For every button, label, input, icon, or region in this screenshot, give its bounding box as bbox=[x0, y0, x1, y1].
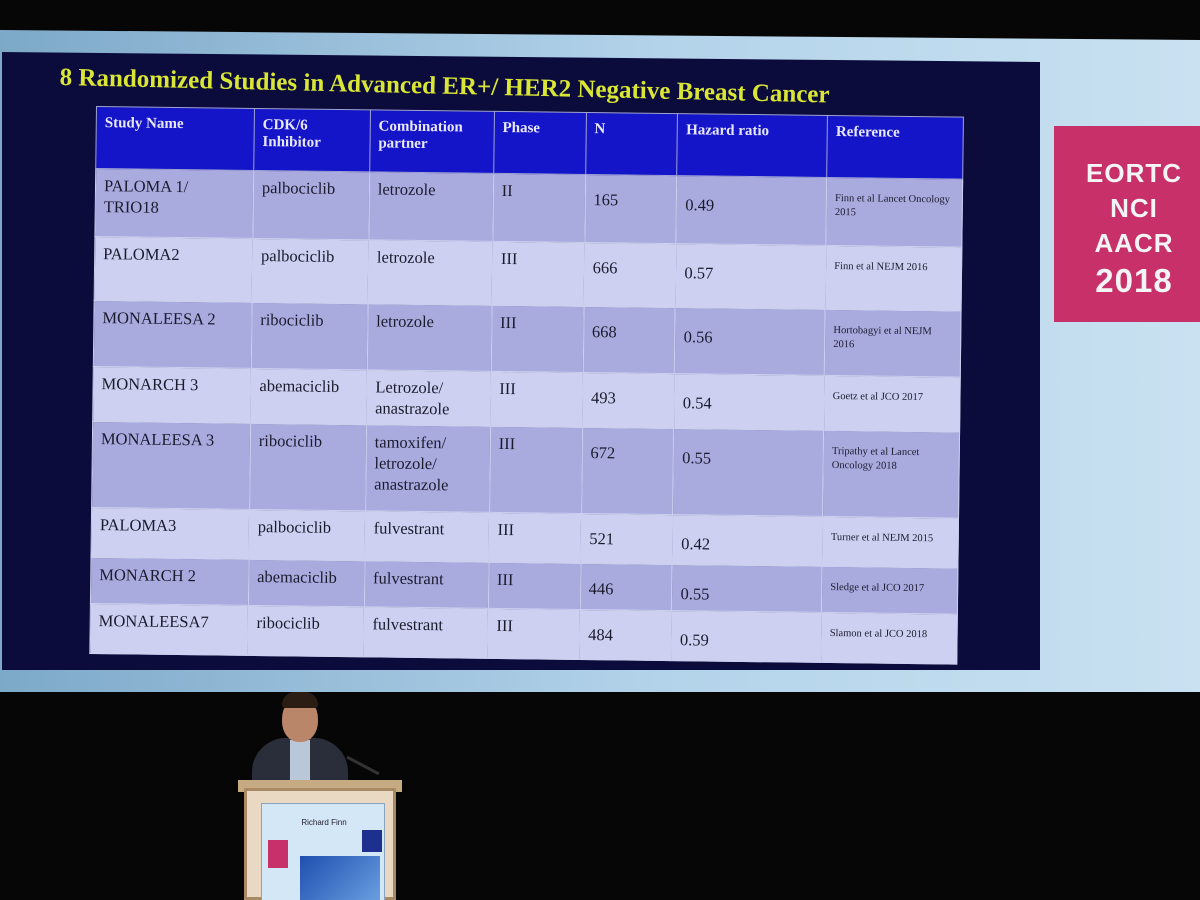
table-row: PALOMA 1/ TRIO18 palbociclib letrozole II 16… bbox=[94, 168, 963, 248]
phase-cell: III bbox=[491, 305, 584, 373]
reference-cell: Goetz et al JCO 2017 bbox=[823, 375, 961, 433]
column-header-study-name: Study Name bbox=[95, 106, 255, 171]
hazard-ratio-cell: 0.42 bbox=[672, 514, 823, 567]
inhibitor-cell: palbociclib bbox=[252, 170, 370, 240]
column-header-inhibitor: CDK/6 Inhibitor bbox=[253, 108, 371, 172]
table-body: PALOMA 1/ TRIO18 palbociclib letrozole II 16… bbox=[89, 168, 963, 665]
inhibitor-cell: ribociclib bbox=[251, 302, 368, 370]
podium-logo bbox=[268, 840, 288, 868]
n-cell: 165 bbox=[584, 174, 678, 244]
logo-line-eortc: EORTC bbox=[1086, 158, 1182, 188]
n-cell: 484 bbox=[579, 609, 672, 661]
podium-decor-square bbox=[362, 830, 382, 852]
reference-cell: Finn et al NEJM 2016 bbox=[825, 245, 962, 312]
table-row: MONALEESA 3 ribociclib tamoxifen/ letrozol… bbox=[91, 421, 960, 519]
phase-cell: III bbox=[488, 562, 581, 610]
study-name-cell: MONALEESA 2 bbox=[93, 300, 253, 369]
table-row: PALOMA2 palbociclib letrozole III 666 0.57 Fin… bbox=[94, 236, 962, 312]
partner-cell: fulvestrant bbox=[363, 606, 489, 659]
logo-line-year: 2018 bbox=[1095, 262, 1173, 299]
speaker-shirt bbox=[290, 740, 310, 780]
podium-banner: Richard Finn bbox=[261, 803, 385, 900]
column-header-n: N bbox=[585, 112, 678, 176]
hazard-ratio-cell: 0.54 bbox=[674, 373, 825, 431]
column-header-partner: Combination partner bbox=[369, 109, 495, 174]
inhibitor-cell: abemaciclib bbox=[250, 368, 368, 425]
podium: Richard Finn bbox=[244, 788, 396, 900]
n-cell: 668 bbox=[582, 306, 676, 374]
study-name-cell: PALOMA 1/ TRIO18 bbox=[94, 168, 254, 239]
partner-cell: letrozole bbox=[368, 171, 494, 242]
study-name-cell: MONALEESA 3 bbox=[91, 421, 251, 510]
reference-cell: Slamon et al JCO 2018 bbox=[820, 612, 958, 665]
phase-cell: III bbox=[491, 241, 585, 307]
partner-cell: letrozole bbox=[367, 239, 493, 306]
reference-cell: Tripathy et al Lancet Oncology 2018 bbox=[822, 430, 960, 519]
inhibitor-cell: palbociclib bbox=[248, 509, 366, 561]
reference-cell: Sledge et al JCO 2017 bbox=[821, 566, 958, 615]
studies-table: Study Name CDK/6 Inhibitor Combination p… bbox=[89, 106, 964, 665]
logo-line-nci: NCI bbox=[1110, 193, 1158, 223]
column-header-hazard-ratio: Hazard ratio bbox=[677, 113, 828, 178]
partner-cell: Letrozole/ anastrazole bbox=[366, 369, 492, 427]
partner-cell: letrozole bbox=[367, 303, 492, 372]
phase-cell: III bbox=[489, 426, 583, 514]
study-name-cell: PALOMA2 bbox=[94, 236, 253, 303]
study-name-cell: MONALEESA7 bbox=[89, 603, 249, 656]
table-row: MONALEESA7 ribociclib fulvestrant III 484 0.5… bbox=[89, 603, 958, 665]
n-cell: 521 bbox=[580, 513, 673, 565]
partner-cell: fulvestrant bbox=[364, 560, 489, 609]
hazard-ratio-cell: 0.55 bbox=[672, 428, 824, 517]
reference-cell: Hortobagyi et al NEJM 2016 bbox=[824, 309, 962, 378]
n-cell: 446 bbox=[579, 563, 673, 611]
n-cell: 493 bbox=[582, 372, 675, 429]
study-name-cell: PALOMA3 bbox=[90, 507, 250, 560]
inhibitor-cell: abemaciclib bbox=[248, 559, 365, 607]
table-header-row: Study Name CDK/6 Inhibitor Combination p… bbox=[95, 106, 964, 180]
phase-cell: III bbox=[490, 371, 583, 428]
hazard-ratio-cell: 0.49 bbox=[676, 175, 827, 246]
n-cell: 666 bbox=[583, 242, 677, 308]
inhibitor-cell: ribociclib bbox=[249, 423, 367, 511]
hazard-ratio-cell: 0.56 bbox=[674, 307, 826, 376]
column-header-reference: Reference bbox=[826, 115, 964, 180]
podium-decor-gradient bbox=[300, 856, 380, 900]
hazard-ratio-cell: 0.57 bbox=[675, 243, 826, 310]
inhibitor-cell: palbociclib bbox=[252, 238, 369, 304]
partner-cell: tamoxifen/ letrozole/ anastrazole bbox=[365, 424, 491, 513]
partner-cell: fulvestrant bbox=[364, 510, 490, 563]
phase-cell: III bbox=[488, 512, 582, 564]
speaker-hair bbox=[282, 692, 318, 708]
phase-cell: II bbox=[492, 173, 586, 243]
phase-cell: III bbox=[487, 608, 580, 660]
studies-table-container: Study Name CDK/6 Inhibitor Combination p… bbox=[89, 106, 964, 665]
podium-speaker-name: Richard Finn bbox=[301, 818, 347, 827]
n-cell: 672 bbox=[581, 427, 675, 515]
logo-line-aacr: AACR bbox=[1094, 228, 1174, 258]
reference-cell: Finn et al Lancet Oncology 2015 bbox=[825, 177, 963, 248]
reference-cell: Turner et al NEJM 2015 bbox=[822, 516, 959, 569]
hazard-ratio-cell: 0.59 bbox=[671, 610, 822, 663]
study-name-cell: MONARCH 2 bbox=[90, 557, 249, 606]
table-row: MONALEESA 2 ribociclib letrozole III 668 0.56… bbox=[93, 300, 962, 378]
study-name-cell: MONARCH 3 bbox=[92, 366, 252, 424]
column-header-phase: Phase bbox=[493, 111, 587, 175]
conference-logo: EORTC NCI AACR 2018 bbox=[1054, 126, 1200, 322]
hazard-ratio-cell: 0.55 bbox=[671, 564, 823, 613]
inhibitor-cell: ribociclib bbox=[247, 605, 365, 657]
